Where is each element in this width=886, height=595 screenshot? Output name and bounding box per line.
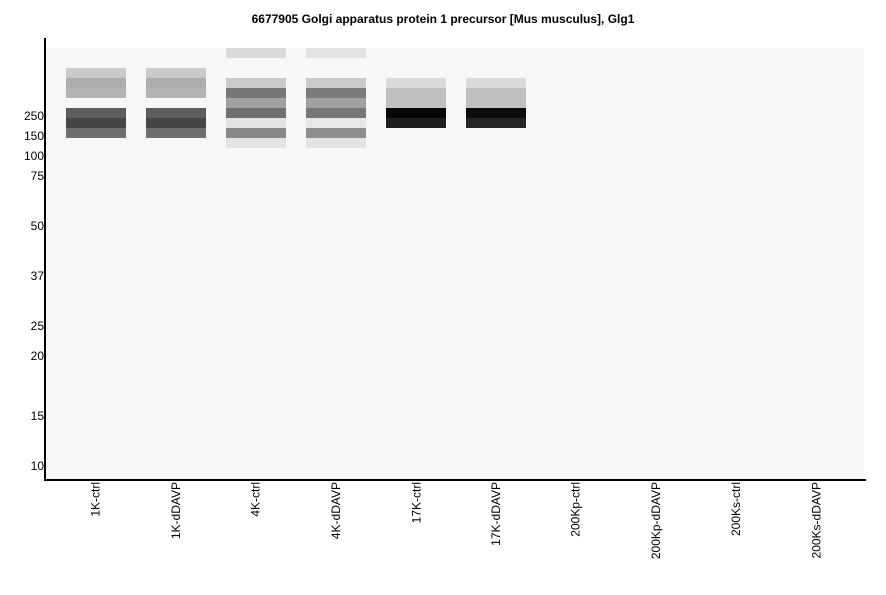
lane-label: 200Kp-ctrl xyxy=(569,482,583,537)
gel-band xyxy=(226,48,286,58)
gel-band xyxy=(466,78,526,88)
gel-band xyxy=(306,78,366,88)
x-axis-line xyxy=(44,479,866,481)
lane-label: 4K-dDAVP xyxy=(329,482,343,540)
gel-band xyxy=(146,128,206,138)
y-tick-label: 10 xyxy=(30,459,44,473)
plot-area xyxy=(46,48,864,479)
gel-band xyxy=(226,98,286,108)
lane-label: 200Ks-dDAVP xyxy=(809,482,823,559)
gel-band xyxy=(466,98,526,108)
gel-band xyxy=(226,118,286,128)
gel-band xyxy=(306,48,366,58)
lane-label: 4K-ctrl xyxy=(249,482,263,517)
y-axis-line xyxy=(44,38,46,481)
gel-band xyxy=(146,118,206,128)
gel-band xyxy=(146,88,206,98)
gel-band xyxy=(146,108,206,118)
lane-label: 1K-ctrl xyxy=(89,482,103,517)
lane-label: 200Kp-dDAVP xyxy=(649,482,663,560)
gel-band xyxy=(146,68,206,78)
gel-band xyxy=(466,88,526,98)
gel-band xyxy=(306,98,366,108)
lane-label: 17K-dDAVP xyxy=(489,482,503,546)
gel-band xyxy=(306,108,366,118)
gel-band xyxy=(306,118,366,128)
y-tick-label: 15 xyxy=(30,409,44,423)
gel-band xyxy=(226,78,286,88)
gel-band xyxy=(146,78,206,88)
gel-band xyxy=(66,68,126,78)
lane-label: 1K-dDAVP xyxy=(169,482,183,540)
gel-band xyxy=(226,138,286,148)
gel-band xyxy=(386,88,446,98)
gel-band xyxy=(66,118,126,128)
y-tick-label: 20 xyxy=(30,349,44,363)
lane-label: 200Ks-ctrl xyxy=(729,482,743,537)
y-tick-label: 75 xyxy=(30,169,44,183)
gel-band xyxy=(466,108,526,118)
gel-band xyxy=(386,78,446,88)
y-tick-label: 37 xyxy=(30,269,44,283)
gel-band xyxy=(306,138,366,148)
gel-band xyxy=(386,118,446,128)
y-tick-label: 25 xyxy=(30,319,44,333)
gel-band xyxy=(226,88,286,98)
gel-band xyxy=(386,108,446,118)
gel-band xyxy=(226,108,286,118)
gel-band xyxy=(66,128,126,138)
y-tick-label: 100 xyxy=(23,149,44,163)
gel-band xyxy=(306,128,366,138)
y-tick-label: 250 xyxy=(23,109,44,123)
gel-band xyxy=(386,98,446,108)
gel-band xyxy=(66,108,126,118)
chart-title: 6677905 Golgi apparatus protein 1 precur… xyxy=(251,12,635,26)
gel-band xyxy=(66,78,126,88)
gel-band xyxy=(306,88,366,98)
gel-band xyxy=(66,88,126,98)
gel-band xyxy=(466,118,526,128)
y-tick-label: 50 xyxy=(30,219,44,233)
lane-label: 17K-ctrl xyxy=(409,482,423,524)
y-tick-label: 150 xyxy=(23,129,44,143)
gel-band xyxy=(226,128,286,138)
